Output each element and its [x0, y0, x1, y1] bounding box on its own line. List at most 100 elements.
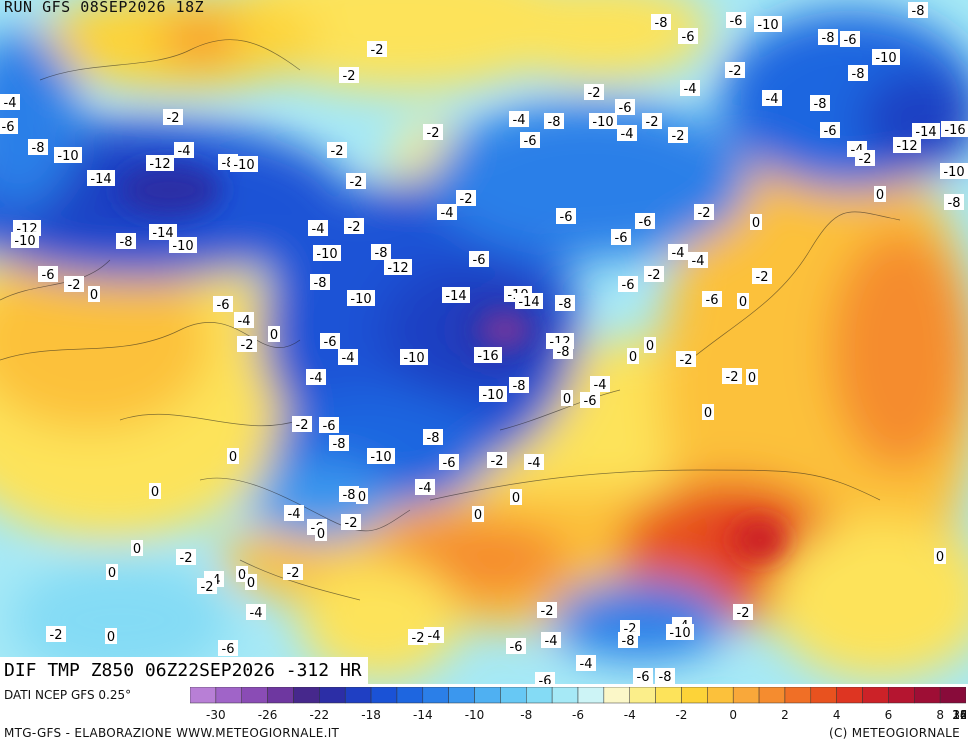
anomaly-label-text: -2 [331, 144, 344, 159]
anomaly-label: -12 [384, 259, 412, 276]
anomaly-label-box [308, 220, 328, 236]
anomaly-label-box [341, 514, 361, 530]
anomaly-label: -2 [346, 173, 366, 190]
anomaly-label-text: -6 [639, 215, 652, 230]
anomaly-label-box [338, 349, 358, 365]
anomaly-label-text: -10 [316, 247, 337, 262]
anomaly-label-box [555, 295, 575, 311]
anomaly-label-box [589, 113, 617, 129]
anomaly-label-box [762, 90, 782, 106]
anomaly-label-text: -4 [342, 351, 355, 366]
anomaly-label-box [116, 233, 136, 249]
anomaly-label-box [688, 252, 708, 268]
anomaly-label-box [487, 452, 507, 468]
anomaly-label-text: -8 [557, 345, 570, 360]
anomaly-label: -2 [197, 578, 217, 595]
anomaly-label: -8 [339, 486, 359, 503]
anomaly-label-box [655, 668, 675, 684]
anomaly-label: -2 [408, 629, 428, 646]
anomaly-label-box [668, 244, 688, 260]
anomaly-label-box [442, 287, 470, 303]
legend-swatch [914, 687, 941, 704]
anomaly-label-box [590, 376, 610, 392]
anomaly-label-box [105, 628, 117, 644]
legend-tick-label: -14 [413, 708, 433, 722]
anomaly-label: -6 [678, 28, 698, 45]
anomaly-label-text: -4 [580, 657, 593, 672]
anomaly-label-box [315, 525, 327, 541]
anomaly-label-text: -16 [944, 123, 965, 138]
anomaly-label-text: -2 [343, 69, 356, 84]
anomaly-label-box [893, 137, 921, 153]
anomaly-label-text: -10 [669, 626, 690, 641]
anomaly-label: -6 [319, 417, 339, 434]
anomaly-label-text: -8 [655, 16, 668, 31]
anomaly-label-box [284, 505, 304, 521]
legend-tick-label: 4 [833, 708, 841, 722]
anomaly-label-text: -8 [852, 67, 865, 82]
anomaly-label-text: -2 [348, 220, 361, 235]
anomaly-label-box [544, 113, 564, 129]
anomaly-label-box [339, 486, 359, 502]
anomaly-label-text: 0 [748, 371, 756, 386]
legend-swatch [422, 687, 449, 704]
anomaly-label-text: -2 [68, 278, 81, 293]
legend-tick-label: 30 [952, 708, 966, 722]
anomaly-label-box [439, 454, 459, 470]
anomaly-label: -2 [64, 276, 84, 293]
anomaly-label-text: -2 [350, 175, 363, 190]
anomaly-label-box [644, 266, 664, 282]
legend-swatch [526, 687, 553, 704]
anomaly-label-box [627, 348, 639, 364]
legend-swatch [474, 687, 501, 704]
anomaly-label-box [197, 578, 217, 594]
anomaly-label-box [149, 224, 177, 240]
anomaly-label-box [306, 369, 326, 385]
legend-swatch [707, 687, 734, 704]
anomaly-label-text: -6 [730, 14, 743, 29]
legend-swatch [344, 687, 372, 704]
anomaly-label-box [746, 369, 758, 385]
anomaly-label: -2 [584, 84, 604, 101]
credit-right: (C) METEOGIORNALE [828, 726, 960, 740]
anomaly-label-text: 0 [238, 568, 246, 583]
anomaly-label: -2 [237, 336, 257, 353]
legend-tick-label: -8 [520, 708, 532, 722]
anomaly-label-box [509, 111, 529, 127]
anomaly-label: -8 [555, 295, 575, 312]
legend-tick-label: 14 [952, 708, 966, 722]
anomaly-label: -4 [424, 627, 444, 644]
anomaly-label-text: -6 [637, 670, 650, 684]
anomaly-label: -10 [347, 290, 375, 307]
anomaly-label-box [319, 417, 339, 433]
anomaly-label-text: 0 [358, 490, 366, 505]
anomaly-label: -10 [230, 156, 258, 173]
anomaly-label-box [642, 113, 662, 129]
anomaly-label: 0 [131, 540, 143, 557]
anomaly-label: 0 [737, 293, 749, 310]
anomaly-label-box [810, 95, 830, 111]
anomaly-label: -2 [339, 67, 359, 84]
anomaly-label-text: -8 [32, 141, 45, 156]
anomaly-label-box [576, 655, 596, 671]
legend-tick-label: 10 [952, 708, 966, 722]
anomaly-label-box [676, 351, 696, 367]
anomaly-label-text: -6 [323, 419, 336, 434]
anomaly-label-box [176, 549, 196, 565]
anomaly-label: -16 [474, 347, 502, 364]
legend-swatch [939, 687, 966, 704]
legend-swatch [603, 687, 630, 704]
legend-labels: -30 -26 -22 -18 -14 -10 -8 -6 -4 -2 0 2 4 6 8 101418222… [206, 708, 966, 722]
anomaly-label: -2 [423, 124, 443, 141]
anomaly-label: -8 [544, 113, 564, 130]
run-label: RUN GFS 08SEP2026 18Z [4, 0, 205, 16]
anomaly-label-text: -6 [706, 293, 719, 308]
anomaly-label-text: -6 [217, 298, 230, 313]
anomaly-label-text: -4 [441, 206, 454, 221]
anomaly-label-box [423, 124, 443, 140]
anomaly-label-text: -4 [178, 144, 191, 159]
anomaly-label: -6 [520, 132, 540, 149]
anomaly-label: -6 [633, 668, 653, 684]
anomaly-label-box [541, 632, 561, 648]
anomaly-label-box [283, 564, 303, 580]
